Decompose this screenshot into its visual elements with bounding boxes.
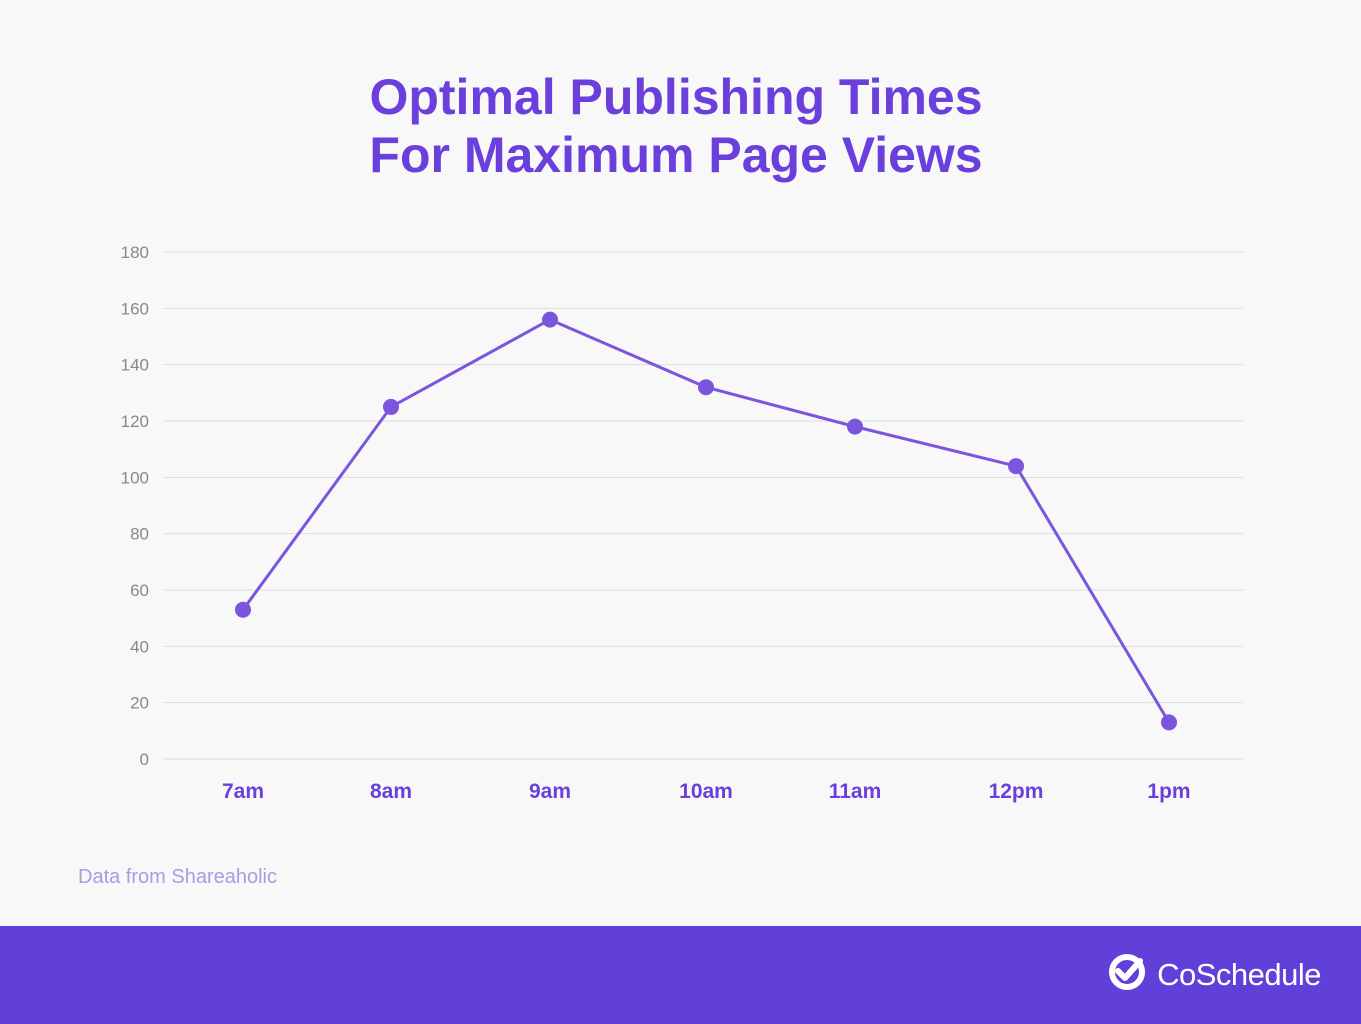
y-tick-label: 160 <box>121 299 149 318</box>
data-point <box>1008 458 1024 475</box>
y-tick-label: 80 <box>130 525 149 544</box>
x-tick-label: 10am <box>679 780 733 803</box>
y-tick-label: 60 <box>130 581 149 600</box>
x-tick-label: 11am <box>829 780 882 803</box>
series-markers <box>235 311 1177 731</box>
grid-lines <box>163 251 1243 760</box>
data-point <box>698 379 714 396</box>
x-tick-label: 8am <box>370 780 412 803</box>
chart-title: Optimal Publishing Times For Maximum Pag… <box>0 68 1352 184</box>
x-tick-label: 12pm <box>989 780 1044 803</box>
data-source-note: Data from Shareaholic <box>78 866 277 888</box>
x-tick-label: 7am <box>222 780 264 803</box>
data-point <box>542 311 558 328</box>
chart-title-line-2: For Maximum Page Views <box>369 127 983 183</box>
y-tick-label: 20 <box>130 694 149 713</box>
data-point <box>847 418 863 435</box>
brand-logo: CoSchedule <box>1107 952 1321 997</box>
y-tick-label: 120 <box>121 412 149 431</box>
y-tick-label: 140 <box>121 356 149 375</box>
x-axis-ticks: 7am 8am 9am 10am 11am 12pm 1pm <box>222 780 1191 803</box>
data-point <box>1161 714 1177 731</box>
y-tick-label: 0 <box>140 750 149 769</box>
line-chart: 0 20 40 60 80 100 120 140 160 180 7am 8am 9am 10am 11… <box>121 243 1243 803</box>
data-point <box>383 398 399 415</box>
y-tick-label: 180 <box>121 243 149 262</box>
x-tick-label: 9am <box>529 780 571 803</box>
chart-title-line-1: Optimal Publishing Times <box>369 69 983 125</box>
x-tick-label: 1pm <box>1147 780 1190 803</box>
footer-bar: CoSchedule <box>0 926 1361 1024</box>
brand-name: CoSchedule <box>1157 956 1321 992</box>
check-circle-icon <box>1107 952 1147 997</box>
y-axis-ticks: 0 20 40 60 80 100 120 140 160 180 <box>121 243 149 769</box>
y-tick-label: 40 <box>130 637 149 656</box>
y-tick-label: 100 <box>121 468 149 487</box>
data-point <box>235 601 251 618</box>
